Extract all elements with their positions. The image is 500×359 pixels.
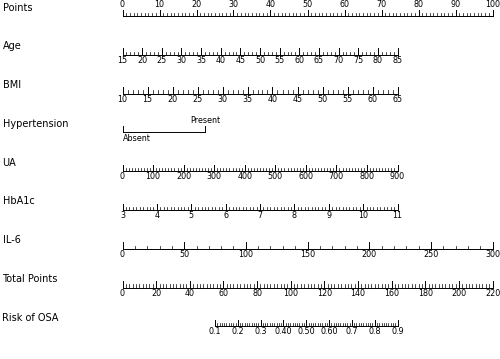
Text: 0.3: 0.3 — [254, 327, 267, 336]
Text: 100: 100 — [283, 289, 298, 298]
Text: 0.40: 0.40 — [274, 327, 292, 336]
Text: 120: 120 — [317, 289, 332, 298]
Text: 40: 40 — [185, 289, 195, 298]
Text: Present: Present — [190, 116, 220, 125]
Text: UA: UA — [2, 158, 16, 168]
Text: 0: 0 — [120, 289, 125, 298]
Text: 140: 140 — [350, 289, 366, 298]
Text: 0.7: 0.7 — [346, 327, 358, 336]
Text: 20: 20 — [192, 0, 202, 9]
Text: 30: 30 — [176, 56, 186, 65]
Text: 100: 100 — [238, 250, 254, 259]
Text: 50: 50 — [318, 95, 328, 104]
Text: 10: 10 — [358, 211, 368, 220]
Text: HbA1c: HbA1c — [2, 196, 34, 206]
Text: 100: 100 — [485, 0, 500, 9]
Text: IL-6: IL-6 — [2, 235, 21, 245]
Text: Points: Points — [2, 3, 32, 13]
Text: 200: 200 — [176, 172, 191, 181]
Text: 0: 0 — [120, 172, 125, 181]
Text: 700: 700 — [329, 172, 344, 181]
Text: 30: 30 — [228, 0, 238, 9]
Text: 5: 5 — [188, 211, 194, 220]
Text: Absent: Absent — [122, 134, 150, 143]
Text: 900: 900 — [390, 172, 405, 181]
Text: 600: 600 — [298, 172, 314, 181]
Text: 150: 150 — [300, 250, 315, 259]
Text: 15: 15 — [142, 95, 152, 104]
Text: 60: 60 — [294, 56, 304, 65]
Text: 55: 55 — [342, 95, 352, 104]
Text: 500: 500 — [268, 172, 283, 181]
Text: 35: 35 — [242, 95, 252, 104]
Text: 9: 9 — [326, 211, 332, 220]
Text: 30: 30 — [218, 95, 228, 104]
Text: 15: 15 — [118, 56, 128, 65]
Text: 800: 800 — [360, 172, 374, 181]
Text: Hypertension: Hypertension — [2, 119, 68, 129]
Text: 45: 45 — [236, 56, 246, 65]
Text: 20: 20 — [151, 289, 161, 298]
Text: 10: 10 — [154, 0, 164, 9]
Text: 35: 35 — [196, 56, 206, 65]
Text: 220: 220 — [485, 289, 500, 298]
Text: 80: 80 — [252, 289, 262, 298]
Text: 20: 20 — [137, 56, 147, 65]
Text: Risk of OSA: Risk of OSA — [2, 313, 59, 323]
Text: BMI: BMI — [2, 80, 21, 90]
Text: 60: 60 — [218, 289, 228, 298]
Text: 20: 20 — [168, 95, 177, 104]
Text: 50: 50 — [255, 56, 265, 65]
Text: 250: 250 — [423, 250, 438, 259]
Text: 65: 65 — [392, 95, 402, 104]
Text: 300: 300 — [206, 172, 222, 181]
Text: Total Points: Total Points — [2, 274, 58, 284]
Text: 60: 60 — [368, 95, 378, 104]
Text: 60: 60 — [340, 0, 349, 9]
Text: 4: 4 — [154, 211, 160, 220]
Text: 0: 0 — [120, 0, 125, 9]
Text: 70: 70 — [334, 56, 344, 65]
Text: 160: 160 — [384, 289, 399, 298]
Text: 6: 6 — [223, 211, 228, 220]
Text: 0.8: 0.8 — [368, 327, 381, 336]
Text: 25: 25 — [156, 56, 167, 65]
Text: 40: 40 — [268, 95, 278, 104]
Text: 40: 40 — [216, 56, 226, 65]
Text: 55: 55 — [274, 56, 285, 65]
Text: 65: 65 — [314, 56, 324, 65]
Text: 90: 90 — [450, 0, 460, 9]
Text: 25: 25 — [192, 95, 202, 104]
Text: 8: 8 — [292, 211, 297, 220]
Text: 0.9: 0.9 — [391, 327, 404, 336]
Text: 0.60: 0.60 — [320, 327, 338, 336]
Text: 0.50: 0.50 — [298, 327, 315, 336]
Text: 10: 10 — [118, 95, 128, 104]
Text: 0: 0 — [120, 250, 125, 259]
Text: 400: 400 — [237, 172, 252, 181]
Text: 80: 80 — [414, 0, 424, 9]
Text: Age: Age — [2, 41, 21, 51]
Text: 70: 70 — [376, 0, 386, 9]
Text: 50: 50 — [302, 0, 312, 9]
Text: 85: 85 — [392, 56, 402, 65]
Text: 100: 100 — [146, 172, 160, 181]
Text: 180: 180 — [418, 289, 432, 298]
Text: 75: 75 — [353, 56, 364, 65]
Text: 45: 45 — [292, 95, 302, 104]
Text: 200: 200 — [362, 250, 376, 259]
Text: 11: 11 — [392, 211, 402, 220]
Text: 3: 3 — [120, 211, 125, 220]
Text: 50: 50 — [179, 250, 189, 259]
Text: 300: 300 — [485, 250, 500, 259]
Text: 0.2: 0.2 — [232, 327, 244, 336]
Text: 200: 200 — [452, 289, 466, 298]
Text: 80: 80 — [373, 56, 383, 65]
Text: 40: 40 — [266, 0, 276, 9]
Text: 0.1: 0.1 — [209, 327, 221, 336]
Text: 7: 7 — [258, 211, 262, 220]
